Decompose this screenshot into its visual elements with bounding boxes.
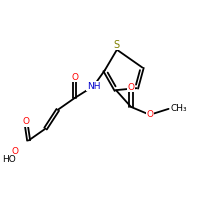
Text: HO: HO [2, 155, 16, 164]
Text: O: O [146, 110, 153, 119]
Text: O: O [22, 117, 29, 126]
Text: O: O [71, 73, 78, 82]
Text: S: S [114, 40, 120, 50]
Text: O: O [127, 83, 134, 92]
Text: CH₃: CH₃ [170, 104, 187, 113]
Text: O: O [12, 147, 19, 156]
Text: NH: NH [87, 82, 100, 91]
